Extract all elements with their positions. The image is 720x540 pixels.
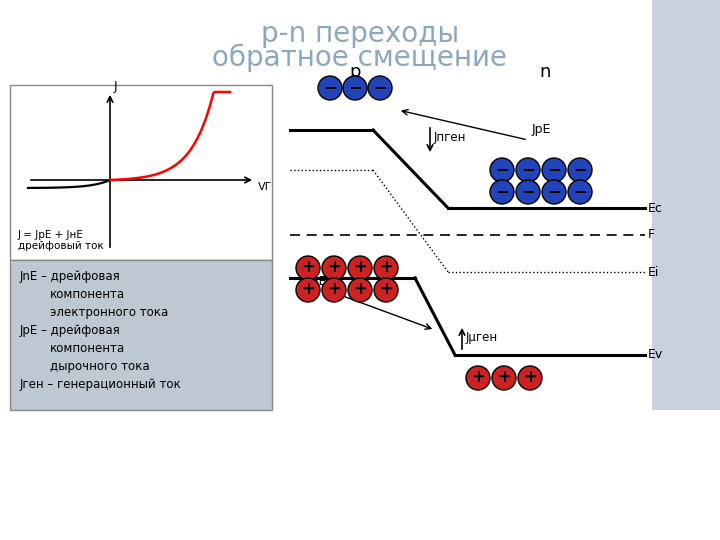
Text: −: −: [373, 78, 387, 96]
Circle shape: [322, 256, 346, 280]
Text: дырочного тока: дырочного тока: [50, 360, 150, 373]
Text: Ei: Ei: [648, 266, 660, 279]
Circle shape: [343, 76, 367, 100]
Text: JpE: JpE: [532, 123, 552, 136]
Circle shape: [374, 256, 398, 280]
Text: −: −: [495, 160, 509, 178]
Text: J: J: [114, 80, 117, 93]
Text: Jпген: Jпген: [434, 131, 467, 144]
Text: p-n переходы: p-n переходы: [261, 20, 459, 48]
Text: +: +: [327, 280, 341, 298]
Text: −: −: [547, 182, 561, 200]
Circle shape: [368, 76, 392, 100]
Text: +: +: [353, 258, 367, 276]
Text: J = JрE + JнE: J = JрE + JнE: [18, 230, 84, 240]
Circle shape: [492, 366, 516, 390]
Text: +: +: [301, 258, 315, 276]
Text: компонента: компонента: [50, 342, 125, 355]
Circle shape: [348, 256, 372, 280]
Text: +: +: [353, 280, 367, 298]
Text: −: −: [521, 160, 535, 178]
Text: VГ: VГ: [258, 182, 272, 192]
Text: −: −: [495, 182, 509, 200]
Text: +: +: [327, 258, 341, 276]
Text: Ec: Ec: [648, 201, 663, 214]
Text: +: +: [379, 280, 393, 298]
Circle shape: [322, 278, 346, 302]
Circle shape: [518, 366, 542, 390]
Bar: [652, 0, 720, 410]
Text: n: n: [539, 63, 551, 81]
Text: дрейфовый ток: дрейфовый ток: [18, 241, 104, 251]
Circle shape: [516, 158, 540, 182]
Circle shape: [568, 158, 592, 182]
Circle shape: [490, 158, 514, 182]
Circle shape: [542, 158, 566, 182]
Text: +: +: [523, 368, 537, 386]
Text: −: −: [573, 182, 587, 200]
Text: −: −: [573, 160, 587, 178]
Circle shape: [490, 180, 514, 204]
Text: p: p: [349, 63, 361, 81]
Text: +: +: [497, 368, 511, 386]
Circle shape: [568, 180, 592, 204]
Text: −: −: [547, 160, 561, 178]
Text: −: −: [348, 78, 362, 96]
Text: −: −: [323, 78, 337, 96]
Circle shape: [296, 278, 320, 302]
Text: F: F: [648, 228, 655, 241]
Text: −: −: [521, 182, 535, 200]
Circle shape: [296, 256, 320, 280]
Circle shape: [516, 180, 540, 204]
Circle shape: [374, 278, 398, 302]
Text: +: +: [379, 258, 393, 276]
Circle shape: [318, 76, 342, 100]
Text: +: +: [471, 368, 485, 386]
Text: обратное смещение: обратное смещение: [212, 44, 508, 72]
Text: JnE: JnE: [308, 275, 328, 288]
Bar: [10, 260, 272, 410]
Text: JnE – дрейфовая: JnE – дрейфовая: [20, 270, 121, 283]
Text: Jμген: Jμген: [466, 332, 498, 345]
Text: компонента: компонента: [50, 288, 125, 301]
Circle shape: [466, 366, 490, 390]
Text: Jген – генерационный ток: Jген – генерационный ток: [20, 378, 181, 391]
Circle shape: [542, 180, 566, 204]
Text: электронного тока: электронного тока: [50, 306, 168, 319]
Text: Ev: Ev: [648, 348, 663, 361]
Text: +: +: [301, 280, 315, 298]
Text: JpE – дрейфовая: JpE – дрейфовая: [20, 324, 121, 337]
Bar: [10, 85, 272, 260]
Circle shape: [348, 278, 372, 302]
